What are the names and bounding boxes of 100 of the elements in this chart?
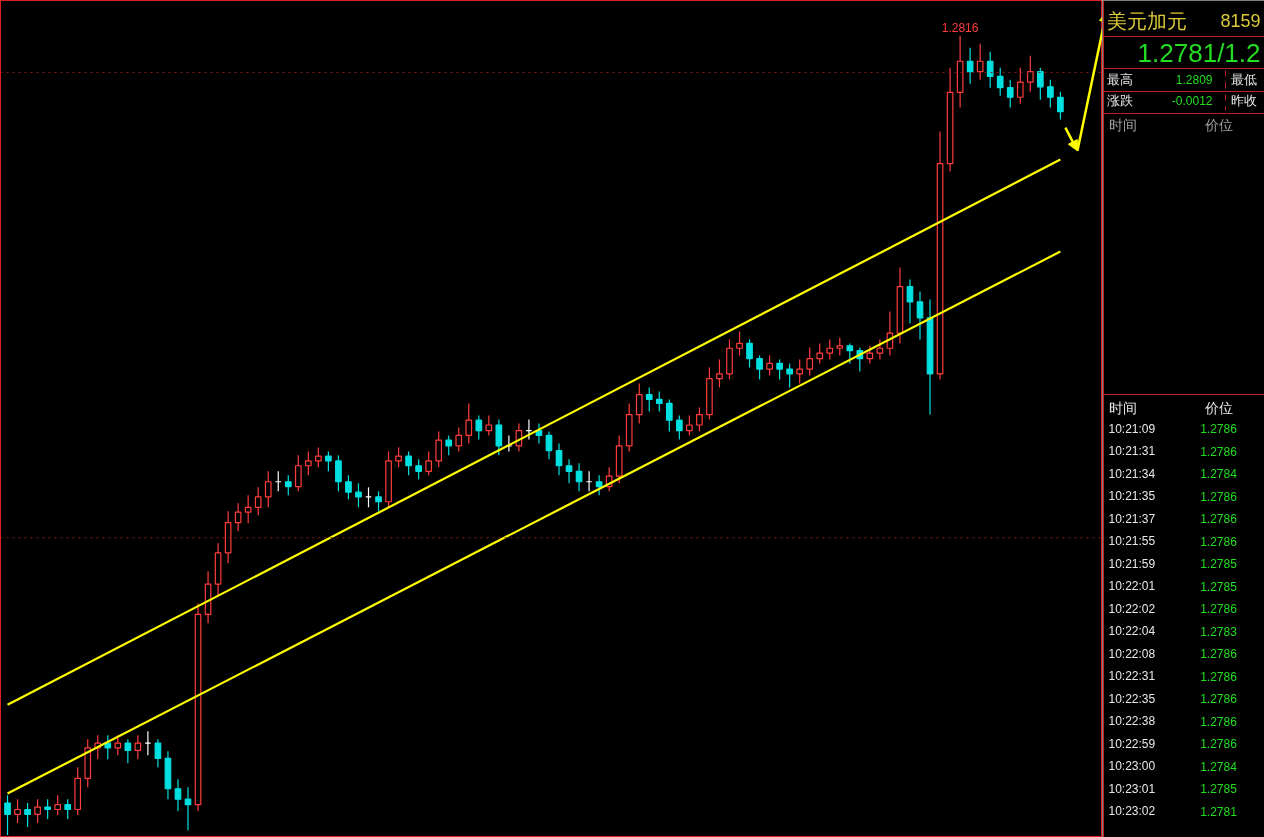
text: 10:22:04	[1108, 624, 1156, 638]
candlestick	[34, 798, 41, 824]
text: 1.2786	[1200, 692, 1238, 706]
candlestick	[124, 738, 132, 764]
text: 美元加元	[1106, 8, 1187, 33]
text: 1.2786	[1200, 737, 1238, 751]
candlestick	[746, 338, 753, 369]
text: 10:22:01	[1108, 579, 1156, 593]
candlestick	[184, 786, 192, 831]
text: 1.2786	[1200, 714, 1238, 729]
candlestick	[816, 342, 824, 365]
candlestick	[645, 386, 653, 413]
candlestick	[1057, 91, 1064, 121]
candlestick	[445, 434, 453, 456]
candlestick	[14, 798, 21, 824]
text: 1.2784	[1200, 759, 1238, 774]
candlestick	[635, 382, 643, 424]
candlestick	[345, 474, 352, 500]
candlestick	[675, 414, 683, 440]
candlestick	[104, 734, 112, 760]
candlestick	[906, 278, 914, 325]
candlestick	[325, 450, 332, 472]
candlestick	[485, 414, 493, 436]
text: 最低	[1230, 72, 1257, 87]
candlestick	[986, 51, 994, 89]
candlestick	[806, 346, 814, 377]
candlestick	[1016, 67, 1024, 105]
candlestick	[114, 734, 122, 756]
text: 时间	[1108, 116, 1137, 133]
candlestick	[234, 502, 242, 532]
text: 1.2786	[1200, 489, 1238, 504]
text: 1.2786	[1200, 669, 1238, 684]
candlestick	[495, 418, 503, 456]
candlestick	[24, 802, 31, 828]
candlestick	[736, 330, 743, 357]
candlestick	[756, 354, 763, 381]
candlestick	[686, 414, 693, 436]
candlestick	[655, 390, 663, 413]
candlestick	[786, 362, 794, 389]
text: 1.2809	[1175, 73, 1213, 87]
text: 1.2786	[1200, 512, 1238, 526]
text: 10:21:55	[1108, 534, 1156, 548]
candlestick	[665, 398, 673, 432]
text: 10:23:01	[1108, 781, 1156, 796]
candlestick	[916, 290, 924, 341]
candlestick	[335, 454, 342, 492]
text: 1.2785	[1200, 782, 1238, 796]
candlestick	[1047, 79, 1054, 109]
candlestick	[415, 458, 422, 480]
candlestick	[134, 734, 142, 760]
candlestick	[876, 338, 884, 361]
candlestick	[1036, 67, 1044, 101]
annotation: 1.2816	[941, 20, 979, 35]
text: 10:21:31	[1108, 444, 1156, 458]
candlestick	[595, 474, 603, 496]
candlestick	[294, 454, 302, 492]
text: 1.2786	[1200, 602, 1238, 616]
candlestick	[44, 798, 51, 820]
text: 10:22:08	[1108, 646, 1156, 661]
text: 1.2786	[1200, 444, 1238, 459]
text: 1.2786	[1200, 534, 1238, 549]
text: 10:21:34	[1108, 466, 1156, 481]
text: 10:21:59	[1108, 556, 1156, 571]
text: 10:22:02	[1108, 601, 1156, 616]
text: 10:23:00	[1108, 759, 1156, 773]
text: 昨收	[1230, 93, 1257, 108]
text: 1.2781	[1200, 804, 1238, 819]
candlestick	[846, 342, 854, 365]
candlestick	[966, 47, 974, 85]
candlestick	[375, 490, 382, 512]
text: 10:22:31	[1108, 669, 1156, 683]
text: 价位	[1203, 399, 1233, 416]
candlestick	[796, 358, 804, 385]
candlestick	[996, 67, 1004, 97]
candlestick	[425, 450, 433, 476]
candlestick	[826, 338, 834, 361]
candlestick	[174, 778, 182, 812]
candlestick	[405, 450, 412, 476]
candlestick	[315, 446, 322, 468]
candlestick	[696, 406, 703, 432]
candlestick	[565, 458, 573, 484]
candlestick	[475, 414, 483, 440]
candlestick	[455, 426, 463, 452]
candlestick	[716, 358, 723, 389]
candlestick	[244, 494, 252, 524]
text: 10:21:09	[1108, 421, 1156, 436]
candlestick	[355, 482, 362, 508]
candlestick	[1026, 55, 1034, 93]
text: 10:23:02	[1108, 804, 1156, 818]
candlestick	[264, 470, 272, 508]
text: 1.2785	[1200, 579, 1238, 594]
candlestick	[976, 43, 984, 81]
text: 涨跌	[1106, 93, 1133, 108]
text: 10:21:37	[1108, 511, 1156, 526]
text: 10:22:59	[1108, 736, 1156, 751]
candlestick	[395, 446, 402, 468]
candlestick	[1006, 79, 1014, 109]
candlestick	[54, 794, 62, 816]
candlestick	[4, 794, 11, 836]
text: 10:21:35	[1108, 489, 1156, 503]
